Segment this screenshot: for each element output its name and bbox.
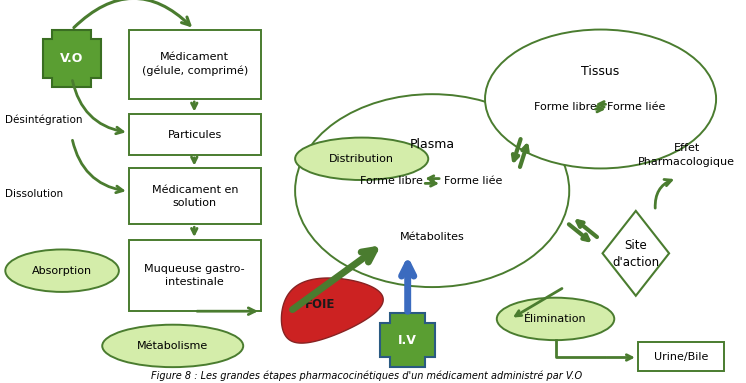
FancyBboxPatch shape	[128, 240, 261, 311]
Text: FOIE: FOIE	[304, 298, 335, 311]
Text: Élimination: Élimination	[524, 314, 587, 324]
Text: Forme libre: Forme libre	[360, 176, 422, 186]
Text: V.O: V.O	[60, 52, 84, 65]
Text: Médicament en
solution: Médicament en solution	[151, 185, 238, 208]
Polygon shape	[43, 29, 101, 87]
Ellipse shape	[485, 29, 716, 169]
Text: Site: Site	[624, 239, 648, 252]
Text: Figure 8 : Les grandes étapes pharmacocinétiques d'un médicament administré par : Figure 8 : Les grandes étapes pharmacoci…	[151, 370, 582, 381]
FancyBboxPatch shape	[128, 29, 261, 99]
Ellipse shape	[295, 137, 428, 180]
Text: Absorption: Absorption	[32, 266, 93, 276]
Polygon shape	[281, 278, 383, 343]
FancyBboxPatch shape	[128, 169, 261, 224]
Text: Forme libre: Forme libre	[534, 102, 597, 112]
Polygon shape	[380, 313, 435, 367]
Text: Médicament
(gélule, comprimé): Médicament (gélule, comprimé)	[142, 52, 248, 76]
Ellipse shape	[5, 249, 119, 292]
Text: d'action: d'action	[612, 257, 659, 270]
Ellipse shape	[497, 298, 614, 340]
Text: Particules: Particules	[168, 130, 222, 140]
Text: Désintégration: Désintégration	[5, 115, 83, 126]
Ellipse shape	[295, 94, 569, 287]
Text: Forme liée: Forme liée	[606, 102, 665, 112]
Text: Plasma: Plasma	[410, 138, 455, 151]
Text: Métabolites: Métabolites	[400, 232, 465, 242]
Polygon shape	[603, 211, 669, 296]
Text: Effet
Pharmacologique: Effet Pharmacologique	[639, 143, 736, 167]
Text: Métabolisme: Métabolisme	[137, 341, 208, 351]
Text: Urine/Bile: Urine/Bile	[653, 352, 708, 362]
Text: Muqueuse gastro-
intestinale: Muqueuse gastro- intestinale	[145, 264, 245, 287]
Text: Forme liée: Forme liée	[444, 176, 503, 186]
Text: I.V: I.V	[398, 334, 417, 347]
Text: Dissolution: Dissolution	[5, 188, 63, 198]
Ellipse shape	[102, 325, 243, 367]
FancyBboxPatch shape	[638, 342, 724, 371]
FancyBboxPatch shape	[128, 115, 261, 155]
Text: Tissus: Tissus	[581, 65, 620, 79]
Text: Distribution: Distribution	[329, 154, 394, 164]
